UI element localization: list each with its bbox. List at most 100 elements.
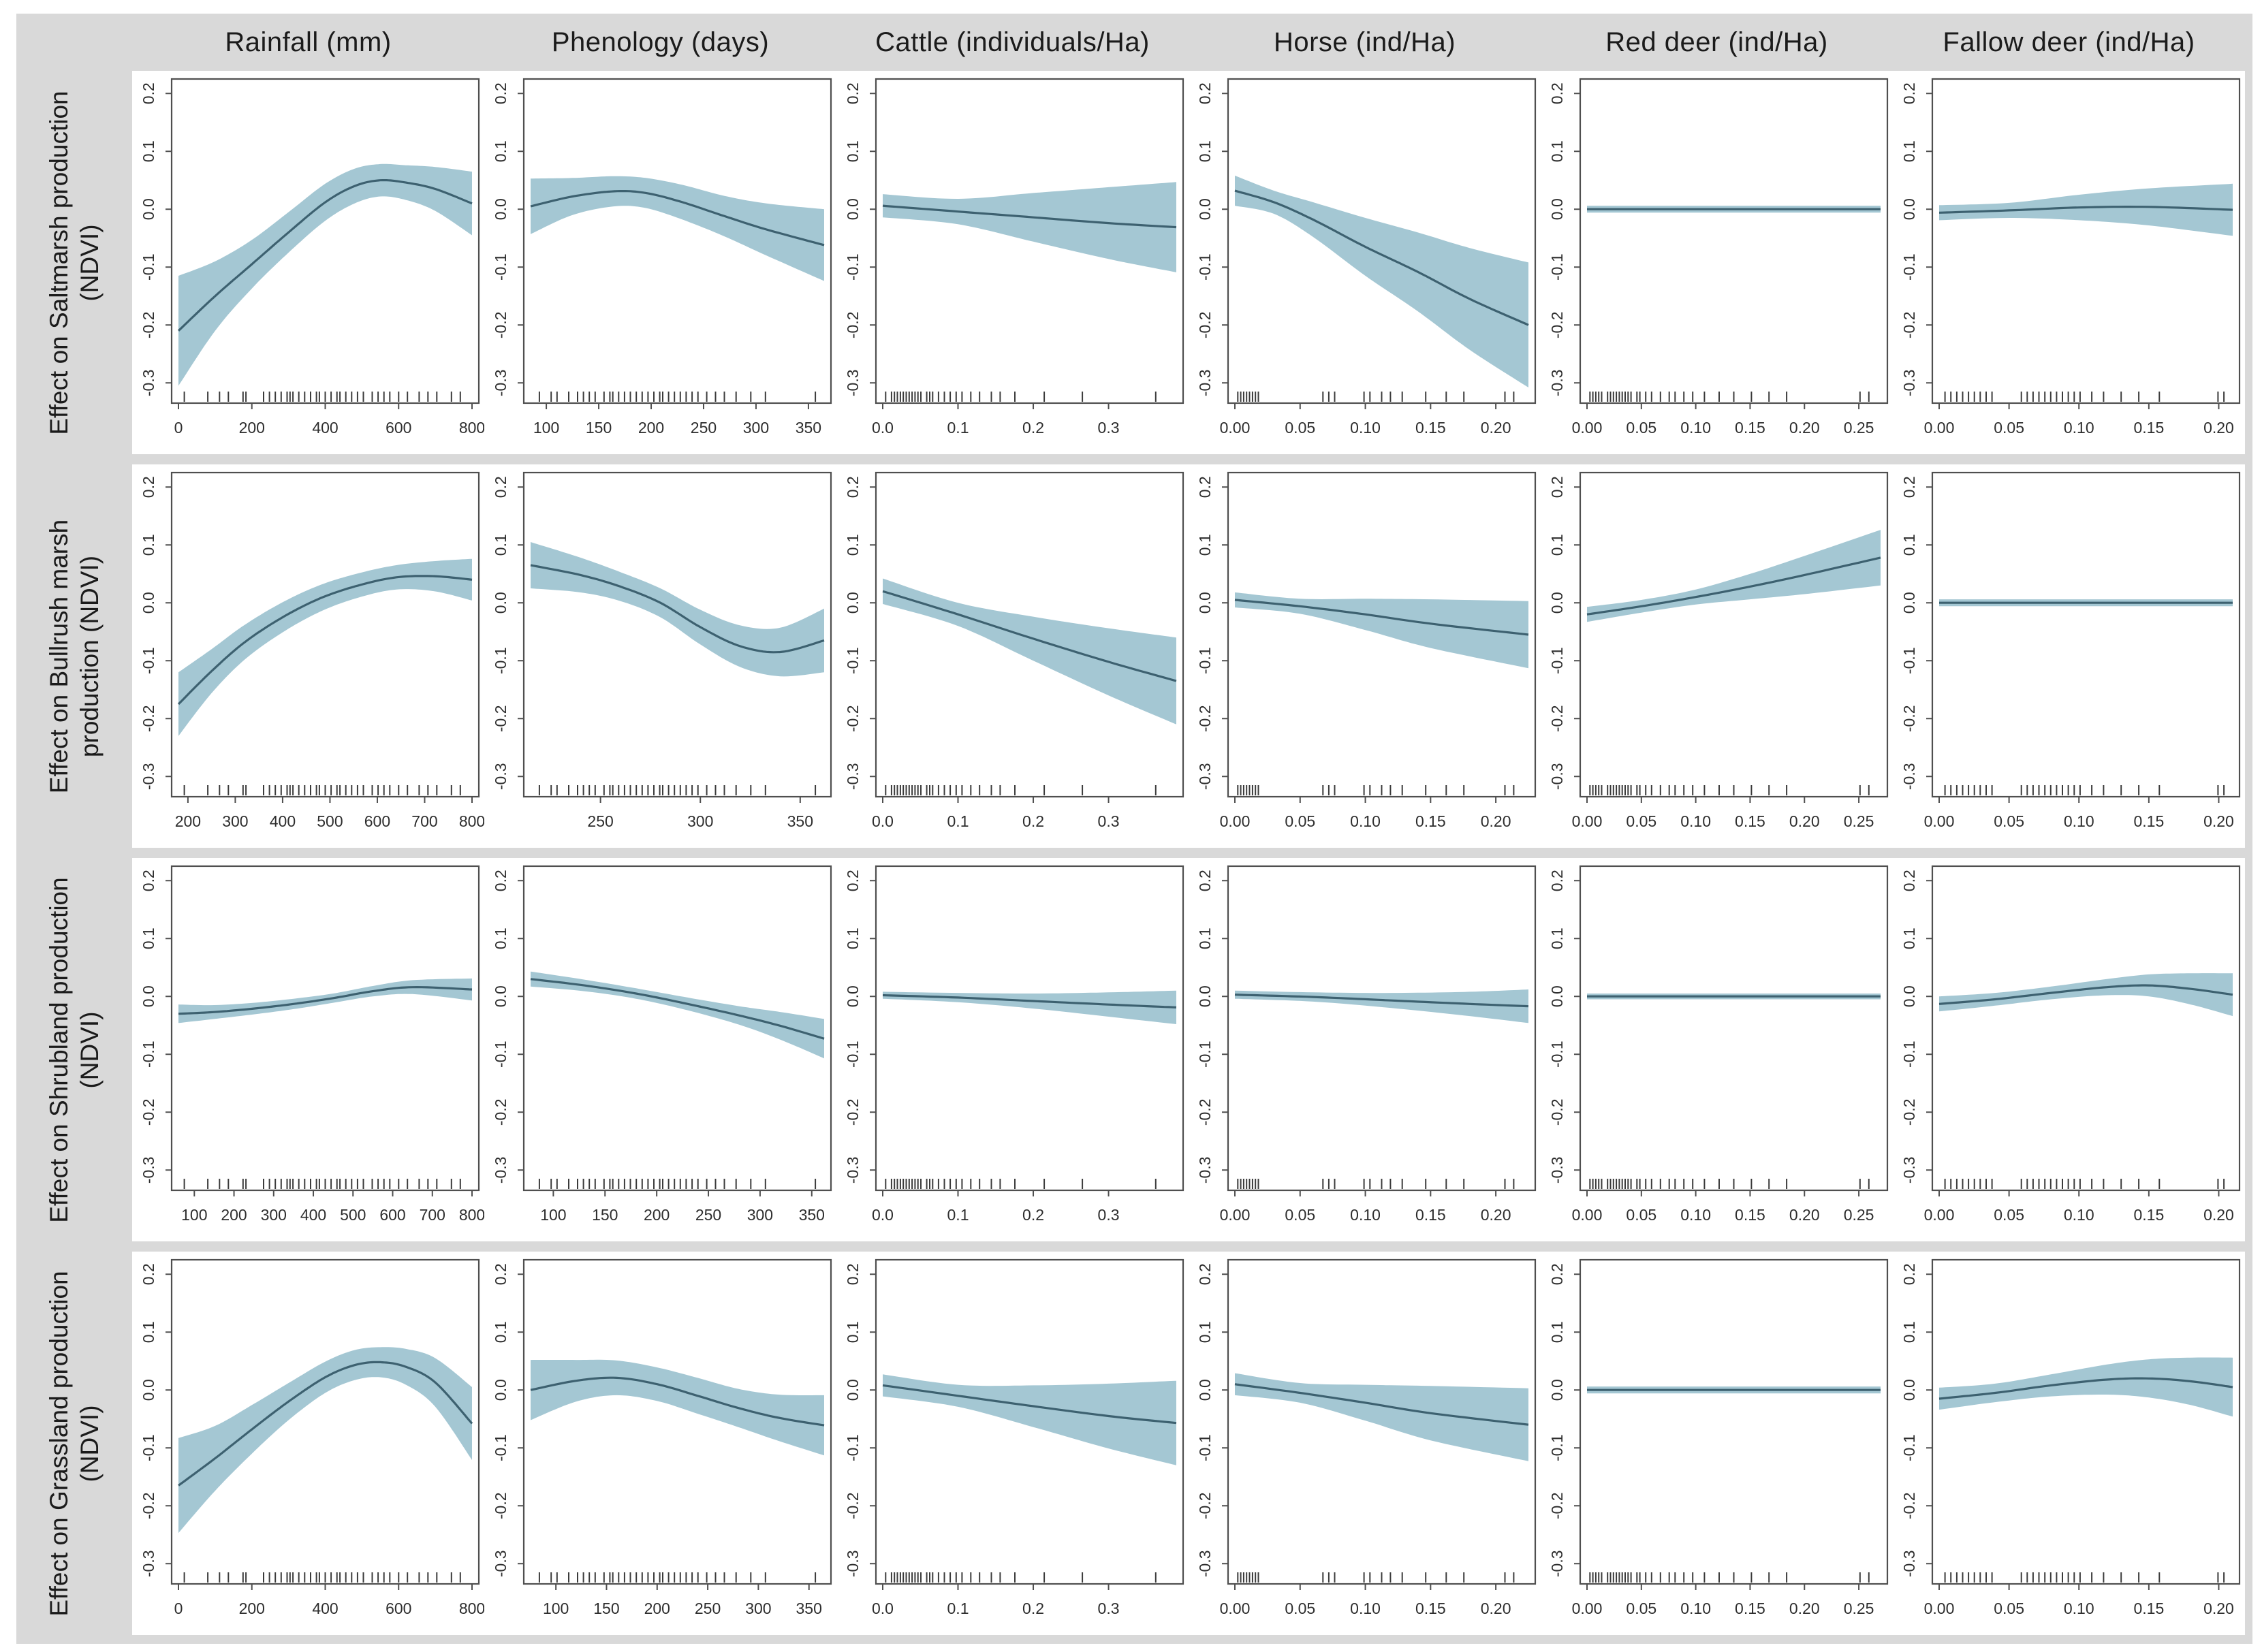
x-tick-label: 0.10: [2064, 419, 2094, 436]
x-tick-label: 800: [459, 419, 484, 436]
y-tick-label: -0.1: [140, 1434, 157, 1461]
y-tick-label: -0.3: [1548, 1550, 1566, 1577]
rug-marks: [885, 785, 1157, 795]
x-tick-label: 0: [174, 419, 183, 436]
y-tick-label: 0.0: [492, 592, 509, 614]
y-tick-label: 0.2: [1900, 870, 1918, 891]
y-tick-label: -0.2: [1900, 311, 1918, 338]
y-tick-label: -0.1: [492, 1434, 509, 1461]
plot-cell: 0.2 0.1 0.0 -0.1 -0.2 -0.3 0.00 0.05 0.10 0.15 0.2…: [1541, 1252, 1893, 1635]
plot-row-grassland: Effect on Grassland production (NDVI) 0.…: [16, 1252, 2252, 1635]
x-tick-label: 0.05: [1626, 1600, 1656, 1617]
x-tick-label: 0.0: [872, 812, 894, 830]
y-tick-label: -0.3: [1196, 1550, 1214, 1577]
y-tick-label: -0.2: [844, 1098, 862, 1126]
x-tick-label: 0.20: [1789, 812, 1820, 830]
rug-marks: [885, 1572, 1157, 1583]
x-tick-label: 200: [239, 1600, 265, 1617]
y-tick-label: 0.2: [492, 1263, 509, 1285]
column-header-red-deer: Red deer (ind/Ha): [1605, 27, 1828, 57]
plot-cell: 0.2 0.1 0.0 -0.1 -0.2 -0.3 0 200 400 600 800: [132, 71, 485, 454]
y-tick-label: 0.2: [1196, 1263, 1214, 1285]
x-tick-label: 0.15: [2133, 1600, 2164, 1617]
x-tick-label: 0.00: [1572, 1206, 1603, 1224]
x-tick-label: 0.3: [1098, 419, 1120, 436]
plot-cell: 0.2 0.1 0.0 -0.1 -0.2 -0.3 100 150 200 250 300 350: [484, 858, 836, 1241]
x-tick-label: 0.00: [1220, 1600, 1251, 1617]
y-tick-label: 0.0: [1196, 1379, 1214, 1401]
plot-cell: 0.2 0.1 0.0 -0.1 -0.2 -0.3 100 150 200 250 300 350: [484, 71, 836, 454]
rug-marks: [538, 785, 817, 795]
y-tick-label: -0.2: [1548, 1492, 1566, 1519]
y-tick-label: -0.2: [844, 1492, 862, 1519]
plot-area: [1234, 1373, 1529, 1461]
plot-cell: 0.2 0.1 0.0 -0.1 -0.2 -0.3 0.0 0.1 0.2 0.3: [836, 1252, 1189, 1635]
plot-frame: [522, 78, 832, 404]
plot-cell: 0.2 0.1 0.0 -0.1 -0.2 -0.3 0.00 0.05 0.10 0.15 0.2…: [1189, 1252, 1541, 1635]
x-tick-label: 500: [317, 812, 343, 830]
smooth-line: [1586, 556, 1881, 616]
y-tick-label: -0.3: [1548, 1156, 1566, 1184]
plot-cell-row1-col5: 0.2 0.1 0.0 -0.1 -0.2 -0.3 0.00 0.05 0.10 0.15 0.2…: [1900, 471, 2241, 830]
y-tick-label: 0.0: [1196, 592, 1214, 614]
y-tick-label: 0.2: [140, 476, 157, 498]
rug-marks: [1589, 1179, 1870, 1189]
plot-cell-row0-col1: 0.2 0.1 0.0 -0.1 -0.2 -0.3 100 150 200 250 300 350: [492, 78, 832, 436]
x-tick-label: 400: [300, 1206, 326, 1224]
plot-area: [882, 578, 1177, 725]
smooth-line: [882, 204, 1177, 229]
x-tick-label: 0.10: [1680, 419, 1711, 436]
y-tick-label: -0.2: [140, 1098, 157, 1126]
smooth-line: [530, 1376, 825, 1427]
y-tick-label: -0.2: [140, 1492, 157, 1519]
x-tick-label: 0.1: [947, 419, 969, 436]
y-tick-label: -0.1: [1900, 647, 1918, 674]
y-tick-label: -0.3: [140, 763, 157, 790]
plot-cell-row2-col3: 0.2 0.1 0.0 -0.1 -0.2 -0.3 0.00 0.05 0.10 0.15 0.2…: [1196, 865, 1537, 1224]
x-tick-label: 0: [174, 1600, 183, 1617]
y-tick-label: 0.1: [140, 140, 157, 162]
y-tick-label: -0.3: [140, 369, 157, 396]
confidence-band: [178, 1347, 472, 1534]
y-tick-label: 0.0: [1900, 985, 1918, 1007]
plot-cell: 0.2 0.1 0.0 -0.1 -0.2 -0.3 0.00 0.05 0.10 0.15 0.2…: [1541, 71, 1893, 454]
plot-strip-shrubland: 0.2 0.1 0.0 -0.1 -0.2 -0.3 100 200 300 400 500 600 7…: [132, 858, 2245, 1241]
y-tick-label: 0.1: [492, 534, 509, 556]
confidence-band: [1235, 175, 1528, 387]
x-tick-label: 0.20: [1481, 812, 1511, 830]
plot-cell-row3-col1: 0.2 0.1 0.0 -0.1 -0.2 -0.3 100 150 200 250 300 350: [492, 1258, 832, 1617]
x-tick-label: 0.25: [1844, 1600, 1874, 1617]
column-header-row: Rainfall (mm) Phenology (days) Cattle (i…: [16, 14, 2252, 71]
x-tick-label: 0.2: [1022, 1206, 1044, 1224]
x-tick-label: 0.05: [1285, 812, 1315, 830]
x-tick-label: 0.0: [872, 1600, 894, 1617]
plot-cell-row2-col2: 0.2 0.1 0.0 -0.1 -0.2 -0.3 0.0 0.1 0.2 0.3: [844, 865, 1184, 1224]
rug-marks: [1237, 1179, 1515, 1189]
rug-marks: [183, 785, 461, 795]
plot-area: [1939, 599, 2233, 607]
y-tick-label: -0.1: [140, 647, 157, 674]
plot-frame: [1579, 471, 1889, 798]
confidence-band: [1587, 530, 1881, 622]
x-tick-label: 0.2: [1022, 1600, 1044, 1617]
smooth-line: [1234, 599, 1529, 636]
plot-row-shrubland: Effect on Shrubland production (NDVI) 0.…: [16, 858, 2252, 1241]
figure-panel: Rainfall (mm) Phenology (days) Cattle (i…: [16, 14, 2252, 1644]
y-tick-label: 0.1: [1548, 1321, 1566, 1343]
x-tick-label: 300: [222, 812, 248, 830]
x-tick-label: 200: [221, 1206, 247, 1224]
x-tick-label: 0.05: [1626, 1206, 1656, 1224]
x-tick-label: 0.00: [1220, 812, 1251, 830]
rug-marks: [538, 392, 817, 402]
smooth-line: [1938, 206, 2233, 214]
y-tick-label: 0.1: [1900, 140, 1918, 162]
y-tick-label: 0.0: [844, 198, 862, 220]
x-tick-label: 250: [695, 1206, 721, 1224]
y-tick-label: -0.1: [844, 647, 862, 674]
plot-cell-row0-col3: 0.2 0.1 0.0 -0.1 -0.2 -0.3 0.00 0.05 0.10 0.15 0.2…: [1196, 78, 1537, 436]
y-tick-label: -0.2: [492, 1098, 509, 1126]
x-tick-label: 100: [543, 1600, 569, 1617]
x-tick-label: 200: [175, 812, 201, 830]
y-tick-label: 0.2: [844, 1263, 862, 1285]
plot-cell-row2-col4: 0.2 0.1 0.0 -0.1 -0.2 -0.3 0.00 0.05 0.10 0.15 0.2…: [1548, 865, 1889, 1224]
